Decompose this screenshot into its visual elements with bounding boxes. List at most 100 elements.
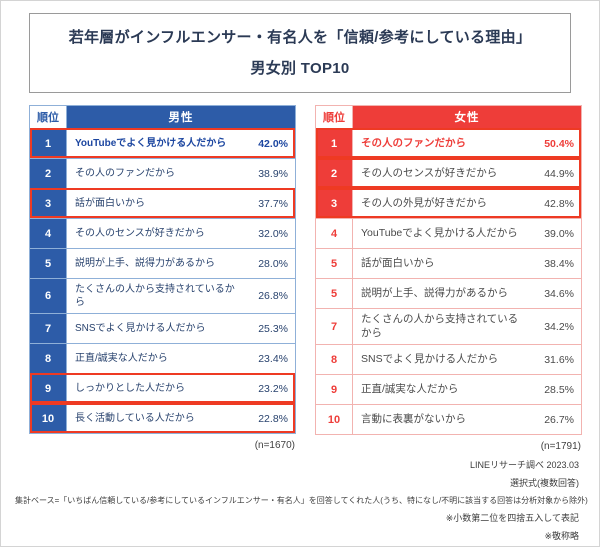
rank-cell: 8 (316, 345, 353, 375)
male-table-section: 順位 男性 1 YouTubeでよく見かける人だから 42.0% 2 その人のフ… (29, 105, 296, 452)
rank-cell: 2 (30, 159, 67, 188)
reason-label: 言動に表裏がないから (361, 412, 466, 425)
reason-label: 説明が上手、説得力があるから (75, 258, 215, 269)
percent-value: 28.0% (258, 257, 288, 270)
rank-cell: 6 (30, 279, 67, 313)
reason-label: 話が面白いから (75, 198, 145, 209)
reason-label: たくさんの人から支持されているから (361, 313, 519, 339)
rank-cell: 2 (316, 159, 353, 188)
female-table-section: 順位 女性 1 その人のファンだから 50.4% 2 その人のセンスが好きだから… (315, 105, 582, 452)
rank-cell: 4 (316, 219, 353, 248)
reason-label: YouTubeでよく見かける人だから (361, 226, 518, 239)
percent-value: 38.9% (258, 167, 288, 180)
percent-value: 31.6% (544, 353, 574, 366)
rank-cell: 5 (316, 249, 353, 278)
reason-label: 正直/誠実な人だから (75, 353, 168, 364)
rank-header-cell: 順位 (316, 106, 353, 128)
table-row: 7 たくさんの人から支持されているから 34.2% (316, 308, 581, 345)
reason-label: 説明が上手、説得力があるから (361, 286, 508, 299)
footer-rounding-note: ※小数第二位を四捨五入して表記 (445, 512, 579, 523)
table-row: 7 SNSでよく見かける人だから 25.3% (30, 313, 295, 343)
rank-cell: 3 (316, 189, 353, 218)
table-row: 5 説明が上手、説得力があるから 34.6% (316, 278, 581, 308)
reason-label: その人のファンだから (361, 136, 466, 149)
female-table: 順位 女性 1 その人のファンだから 50.4% 2 その人のセンスが好きだから… (315, 105, 582, 436)
reason-label: その人のセンスが好きだから (75, 228, 205, 239)
table-row: 1 その人のファンだから 50.4% (316, 128, 581, 158)
percent-value: 26.7% (544, 413, 574, 426)
footer-honorifics-note: ※敬称略 (544, 530, 579, 541)
table-row: 8 正直/誠実な人だから 23.4% (30, 343, 295, 373)
reason-label: 話が面白いから (361, 256, 435, 269)
rank-cell: 7 (316, 309, 353, 345)
table-row: 4 その人のセンスが好きだから 32.0% (30, 218, 295, 248)
reason-label: 正直/誠実な人だから (361, 382, 459, 395)
male-table: 順位 男性 1 YouTubeでよく見かける人だから 42.0% 2 その人のフ… (29, 105, 296, 434)
page-title-line-2: 男女別 TOP10 (250, 60, 350, 77)
table-row: 5 説明が上手、説得力があるから 28.0% (30, 248, 295, 278)
rank-cell: 4 (30, 219, 67, 248)
rank-cell: 1 (30, 129, 67, 158)
table-row: 2 その人のセンスが好きだから 44.9% (316, 158, 581, 188)
reason-label: 長く活動している人だから (75, 413, 195, 424)
table-row: 10 言動に表裏がないから 26.7% (316, 404, 581, 435)
page-title-line-1: 若年層がインフルエンサー・有名人を「信頼/参考にしている理由」 (68, 29, 532, 46)
table-row: 1 YouTubeでよく見かける人だから 42.0% (30, 128, 295, 158)
percent-value: 22.8% (258, 412, 288, 425)
rank-cell: 7 (30, 314, 67, 343)
female-table-header: 順位 女性 (316, 106, 581, 128)
reason-label: その人のセンスが好きだから (361, 166, 498, 179)
table-row: 10 長く活動している人だから 22.8% (30, 403, 295, 433)
rank-cell: 10 (30, 404, 67, 433)
percent-value: 28.5% (544, 383, 574, 396)
table-row: 6 たくさんの人から支持されているから 26.8% (30, 278, 295, 313)
percent-value: 44.9% (544, 167, 574, 180)
rank-cell: 1 (316, 129, 353, 158)
rank-cell: 5 (30, 249, 67, 278)
rank-cell: 3 (30, 189, 67, 218)
reason-label: その人のファンだから (75, 168, 175, 179)
table-row: 8 SNSでよく見かける人だから 31.6% (316, 344, 581, 375)
female-gender-header: 女性 (353, 106, 581, 128)
rank-cell: 9 (316, 375, 353, 405)
percent-value: 38.4% (544, 257, 574, 270)
reason-label: YouTubeでよく見かける人だから (75, 138, 227, 149)
table-row: 3 その人の外見が好きだから 42.8% (316, 188, 581, 218)
percent-value: 39.0% (544, 227, 574, 240)
footer-notes: LINEリサーチ調べ 2023.03 選択式(複数回答) 集計ベース=「いちばん… (15, 459, 588, 548)
percent-value: 32.0% (258, 227, 288, 240)
percent-value: 42.8% (544, 197, 574, 210)
rank-cell: 9 (30, 374, 67, 403)
male-table-header: 順位 男性 (30, 106, 295, 128)
percent-value: 23.4% (258, 352, 288, 365)
percent-value: 42.0% (258, 137, 288, 150)
percent-value: 25.3% (258, 322, 288, 335)
footer-base-note: 集計ベース=「いちばん信頼している/参考にしているインフルエンサー・有名人」を回… (15, 496, 588, 506)
rank-cell: 8 (30, 344, 67, 373)
percent-value: 34.6% (544, 287, 574, 300)
table-row: 2 その人のファンだから 38.9% (30, 158, 295, 188)
percent-value: 26.8% (258, 290, 288, 302)
female-sample-size: (n=1791) (540, 441, 581, 453)
table-row: 3 話が面白いから 37.7% (30, 188, 295, 218)
male-sample-size: (n=1670) (254, 440, 295, 451)
percent-value: 37.7% (258, 197, 288, 210)
title-box: 若年層がインフルエンサー・有名人を「信頼/参考にしている理由」 男女別 TOP1… (29, 13, 571, 93)
percent-value: 23.2% (258, 382, 288, 395)
footer-method: 選択式(複数回答) (510, 478, 579, 489)
reason-label: しっかりとした人だから (75, 383, 185, 394)
table-row: 4 YouTubeでよく見かける人だから 39.0% (316, 218, 581, 248)
table-row: 9 しっかりとした人だから 23.2% (30, 373, 295, 403)
percent-value: 34.2% (544, 320, 574, 333)
rank-cell: 5 (316, 279, 353, 308)
percent-value: 50.4% (544, 137, 574, 150)
reason-label: SNSでよく見かける人だから (75, 323, 206, 334)
reason-label: たくさんの人から支持されているから (75, 284, 235, 308)
footer-source: LINEリサーチ調べ 2023.03 (469, 460, 579, 470)
rank-header-cell: 順位 (30, 106, 67, 128)
rank-cell: 10 (316, 405, 353, 435)
male-gender-header: 男性 (67, 106, 295, 128)
table-row: 9 正直/誠実な人だから 28.5% (316, 374, 581, 405)
reason-label: その人の外見が好きだから (361, 196, 487, 209)
